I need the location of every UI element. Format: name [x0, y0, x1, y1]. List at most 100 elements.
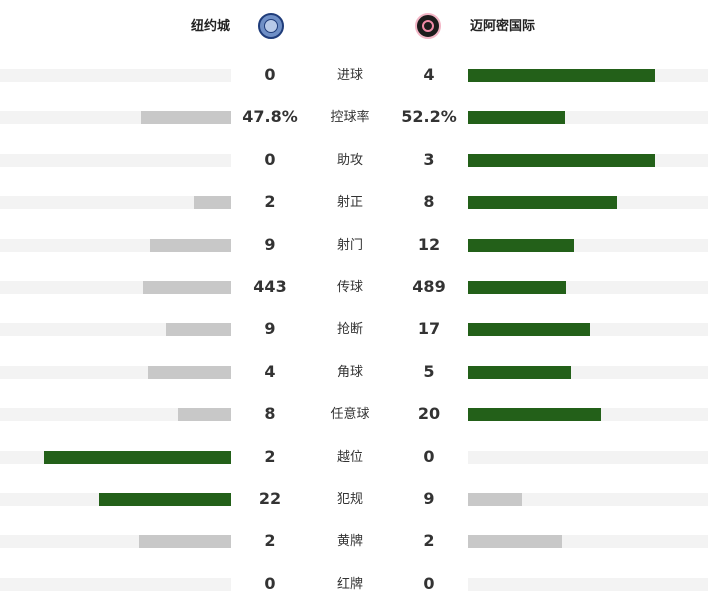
away-stat-value: 4: [423, 65, 435, 84]
away-bar-track: [468, 408, 708, 422]
away-bar-track: [468, 196, 708, 210]
home-stat-value: 2: [264, 531, 276, 551]
home-bar-track: [0, 111, 231, 125]
away-bar-track: [468, 69, 708, 82]
home-bar-track: [0, 196, 231, 210]
match-header: 纽约城 迈阿密国际: [0, 0, 708, 56]
stat-label: 角球: [336, 364, 363, 380]
stat-label: 控球率: [330, 110, 370, 126]
away-stat-bar: [468, 69, 656, 82]
away-stat-value: 52.2%: [401, 107, 457, 127]
home-bar-track: [0, 69, 231, 82]
stat-label: 黄牌: [336, 534, 363, 550]
away-stat-value: 3: [423, 149, 435, 169]
stat-row: 8 任意球 20: [0, 393, 708, 435]
stat-label: 射门: [336, 237, 363, 253]
away-stat-bar: [468, 492, 522, 506]
home-bar-track: [0, 492, 231, 506]
stat-label: 进球: [336, 68, 363, 83]
home-bar-track: [0, 280, 231, 294]
home-stat-bar: [138, 535, 231, 549]
stat-label: 红牌: [336, 576, 363, 592]
away-stat-value: 9: [423, 488, 435, 508]
stat-label: 射正: [336, 195, 363, 211]
stat-row: 9 抢断 17: [0, 308, 708, 350]
away-bar-track: [468, 280, 708, 294]
home-stat-bar: [140, 111, 231, 125]
away-stat-value: 489: [412, 276, 446, 296]
home-stat-value: 9: [264, 234, 276, 254]
away-stat-bar: [468, 153, 656, 167]
stat-label: 抢断: [336, 322, 363, 338]
stat-row: 0 红牌 0: [0, 563, 708, 605]
away-bar-track: [468, 492, 708, 506]
away-stat-bar: [468, 365, 572, 379]
away-stat-bar: [468, 408, 602, 422]
away-bar-track: [468, 577, 708, 591]
home-bar-track: [0, 153, 231, 167]
stat-row: 0 助攻 3: [0, 139, 708, 181]
home-stat-bar: [177, 408, 231, 422]
home-stat-bar: [147, 365, 231, 379]
away-bar-track: [468, 323, 708, 337]
away-bar-track: [468, 153, 708, 167]
home-bar-track: [0, 577, 231, 591]
home-stat-value: 2: [264, 446, 276, 466]
stat-row: 2 黄牌 2: [0, 520, 708, 562]
home-bar-track: [0, 238, 231, 252]
home-stat-bar: [43, 450, 231, 464]
stat-row: 4 角球 5: [0, 351, 708, 393]
inter-miami-crest-inner: [422, 20, 434, 32]
away-bar-track: [468, 365, 708, 379]
stat-row: 9 射门 12: [0, 224, 708, 266]
home-bar-track: [0, 365, 231, 379]
inter-miami-crest-icon[interactable]: [415, 13, 441, 39]
home-bar-track: [0, 408, 231, 422]
stat-row: 22 犯规 9: [0, 478, 708, 520]
away-team-name[interactable]: 迈阿密国际: [470, 19, 536, 34]
stat-row: 2 越位 0: [0, 436, 708, 478]
away-bar-track: [468, 535, 708, 549]
nycfc-crest-inner: [264, 19, 278, 33]
stat-label: 任意球: [330, 407, 370, 423]
home-bar-track: [0, 450, 231, 464]
home-stat-value: 22: [258, 488, 282, 508]
away-stat-value: 5: [423, 361, 435, 381]
away-bar-track: [468, 111, 708, 125]
home-stat-bar: [150, 238, 231, 252]
home-stat-bar: [143, 280, 231, 294]
away-stat-value: 12: [417, 234, 441, 254]
home-stat-bar: [166, 323, 231, 337]
away-stat-bar: [468, 196, 617, 210]
home-team-name[interactable]: 纽约城: [190, 19, 230, 34]
stat-row: 2 射正 8: [0, 181, 708, 223]
home-stat-value: 2: [264, 192, 276, 212]
away-stat-value: 2: [423, 531, 435, 551]
away-stat-value: 0: [423, 446, 435, 466]
home-stat-value: 9: [264, 319, 276, 339]
away-stat-bar: [468, 280, 567, 294]
nycfc-crest-icon[interactable]: [258, 13, 284, 39]
away-stat-bar: [468, 111, 566, 125]
stat-row: 443 传球 489: [0, 266, 708, 308]
home-stat-value: 47.8%: [242, 107, 298, 127]
stat-label: 助攻: [336, 152, 363, 168]
away-stat-value: 20: [417, 404, 441, 424]
home-stat-value: 443: [253, 276, 287, 296]
home-stat-bar: [99, 492, 231, 506]
away-stat-value: 8: [423, 192, 435, 212]
stat-label: 犯规: [336, 491, 363, 507]
away-stat-value: 0: [423, 573, 435, 593]
home-stat-value: 0: [264, 149, 276, 169]
away-stat-bar: [468, 323, 591, 337]
home-stat-value: 4: [264, 361, 276, 381]
stat-row: 47.8% 控球率 52.2%: [0, 96, 708, 138]
home-stat-value: 0: [264, 65, 276, 84]
stat-label: 越位: [336, 449, 363, 465]
home-stat-value: 0: [264, 573, 276, 593]
away-stat-bar: [468, 238, 574, 252]
stats-table: 0 进球 4 47.8% 控球率 52.2% 0 助攻 3 2 射正 8 9 射门 12 443 传球 489 9 抢…: [0, 54, 708, 605]
away-stat-bar: [468, 535, 562, 549]
stat-row: 0 进球 4: [0, 54, 708, 96]
away-bar-track: [468, 450, 708, 464]
